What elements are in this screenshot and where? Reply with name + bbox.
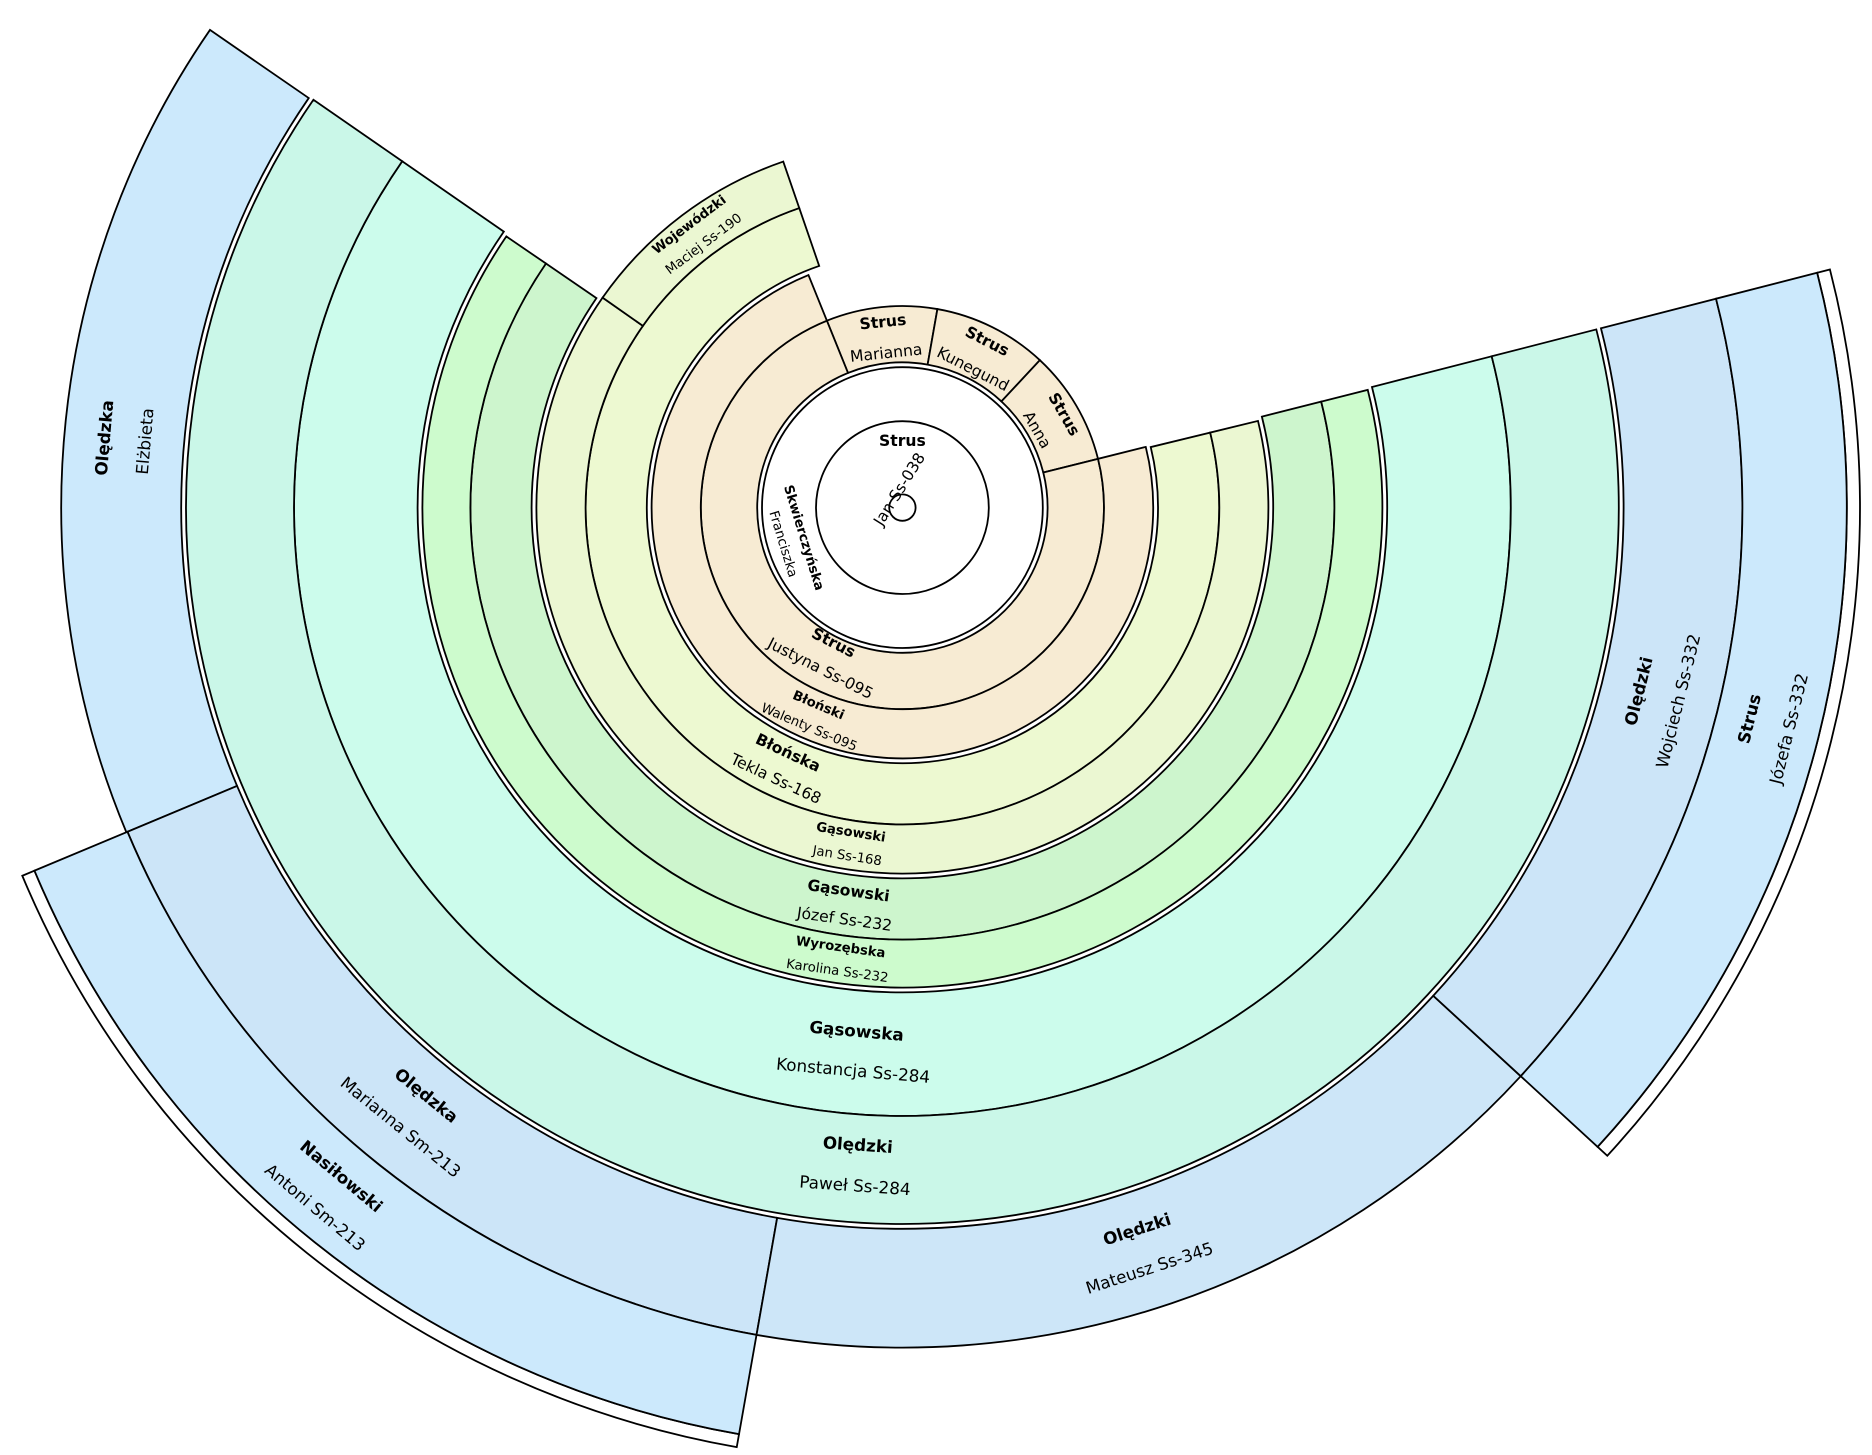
surname: Olędzki [822, 1132, 893, 1157]
center-surname: Strus [879, 432, 926, 450]
person-segment [1519, 271, 1848, 1149]
person-segment [1000, 358, 1100, 474]
person-segment [421, 235, 1384, 989]
person-segment [601, 160, 801, 328]
person-segment [650, 273, 1155, 760]
person-segment [33, 830, 758, 1436]
person-segment [926, 308, 1042, 403]
center-marker [888, 493, 917, 522]
person-segment [185, 98, 1620, 1225]
person-segment [535, 296, 1270, 875]
rings [21, 28, 1861, 1449]
surname: Strus [859, 311, 907, 334]
